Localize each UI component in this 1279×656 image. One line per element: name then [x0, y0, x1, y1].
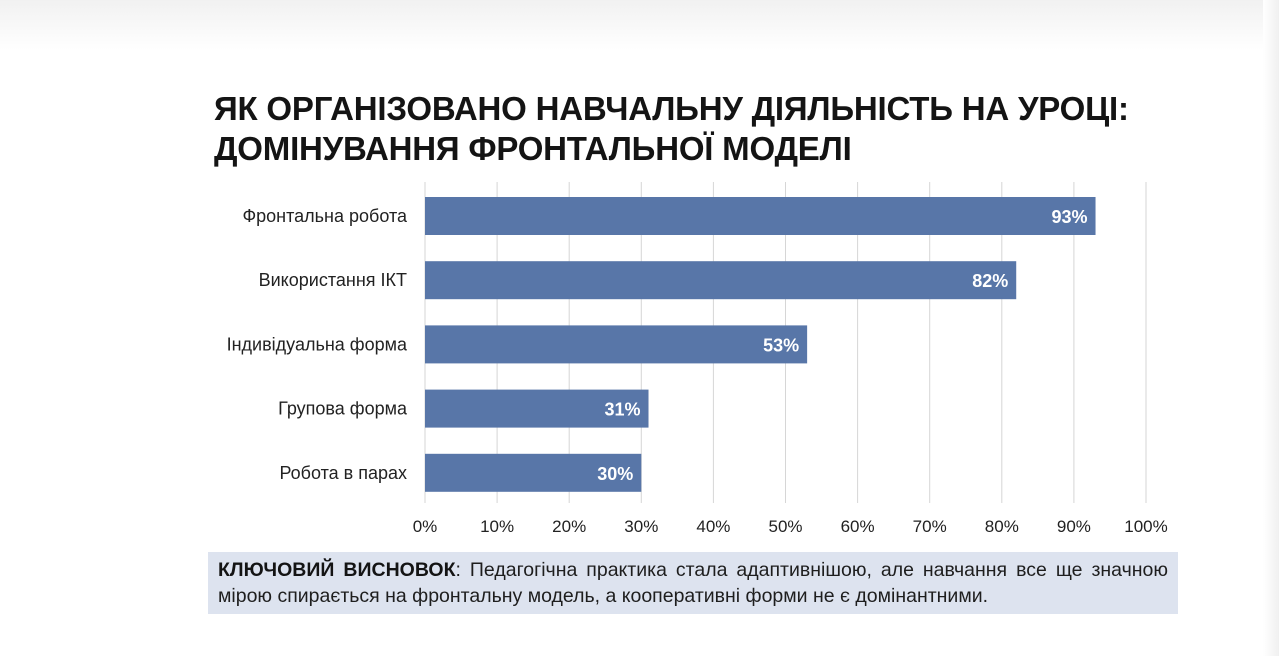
bar-value-label: 31%: [604, 400, 640, 420]
x-tick-labels: 0% 10% 20% 30% 40% 50% 60% 70% 80% 90% 100%: [413, 517, 1168, 536]
category-label: Використання ІКТ: [259, 270, 407, 290]
x-tick-label: 90%: [1057, 517, 1091, 536]
x-tick-label: 0%: [413, 517, 438, 536]
bar-value-label: 82%: [972, 271, 1008, 291]
chart-title-line-1: ЯК ОРГАНІЗОВАНО НАВЧАЛЬНУ ДІЯЛЬНІСТЬ НА …: [214, 90, 1129, 127]
bar: [425, 325, 808, 364]
right-edge-shadow: [1263, 0, 1279, 656]
x-tick-label: 50%: [768, 517, 802, 536]
category-label: Робота в парах: [279, 463, 407, 483]
chart-title: ЯК ОРГАНІЗОВАНО НАВЧАЛЬНУ ДІЯЛЬНІСТЬ НА …: [214, 89, 1174, 169]
bar: [425, 453, 642, 492]
bar-value-label: 30%: [597, 464, 633, 484]
bars: 93% 82% 53% 31% 30%: [425, 197, 1096, 492]
conclusion-label: КЛЮЧОВИЙ ВИСНОВОК: [218, 559, 456, 581]
bar: [425, 197, 1096, 235]
x-tick-label: 70%: [913, 517, 947, 536]
x-tick-label: 80%: [985, 517, 1019, 536]
x-tick-label: 10%: [480, 517, 514, 536]
bar-value-label: 93%: [1051, 207, 1087, 227]
chart-title-line-2: ДОМІНУВАННЯ ФРОНТАЛЬНОЇ МОДЕЛІ: [214, 130, 852, 167]
x-tick-label: 30%: [624, 517, 658, 536]
category-label: Групова форма: [278, 399, 408, 419]
category-label: Індивідуальна форма: [227, 334, 408, 354]
x-tick-label: 40%: [696, 517, 730, 536]
x-tick-label: 100%: [1124, 517, 1167, 536]
conclusion-text: : Педагогічна практика стала адаптивнішо…: [218, 559, 1168, 607]
category-label: Фронтальна робота: [242, 206, 408, 226]
category-labels: Фронтальна робота Використання ІКТ Індивід…: [227, 206, 408, 483]
key-conclusion-box: КЛЮЧОВИЙ ВИСНОВОК: Педагогічна практика …: [208, 552, 1178, 614]
bar-value-label: 53%: [763, 335, 799, 355]
x-tick-label: 20%: [552, 517, 586, 536]
bar: [425, 389, 649, 428]
top-shadow: [0, 0, 1279, 50]
x-tick-label: 60%: [841, 517, 875, 536]
bar: [425, 261, 1017, 300]
